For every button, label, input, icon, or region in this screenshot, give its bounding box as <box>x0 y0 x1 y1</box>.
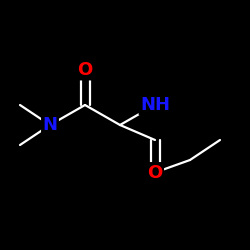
Text: O: O <box>78 61 92 79</box>
Text: N: N <box>42 116 58 134</box>
Text: O: O <box>148 164 162 182</box>
Text: NH: NH <box>140 96 170 114</box>
